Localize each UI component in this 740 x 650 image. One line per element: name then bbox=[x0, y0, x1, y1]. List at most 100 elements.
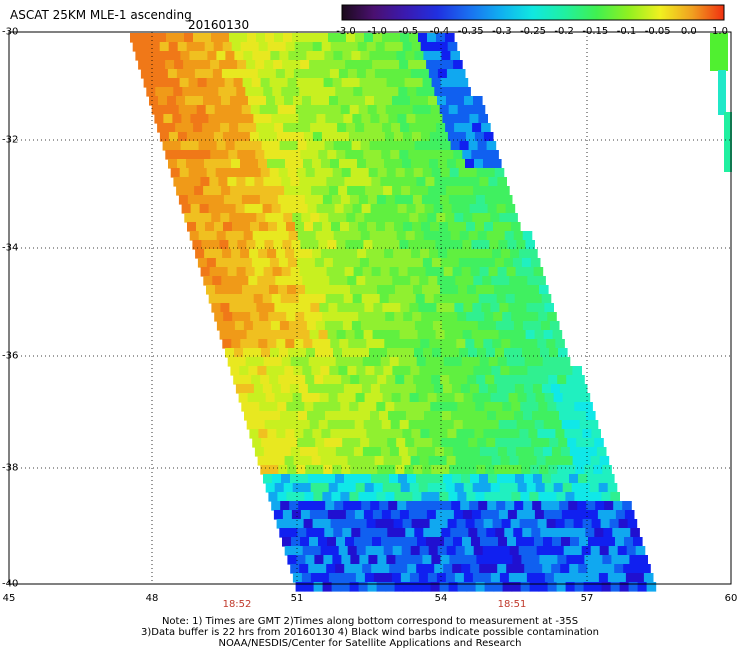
swath-cell bbox=[422, 465, 432, 475]
swath-cell bbox=[599, 546, 610, 556]
swath-cell bbox=[273, 510, 284, 520]
swath-cell bbox=[419, 456, 430, 466]
swath-cell bbox=[366, 249, 376, 259]
swath-cell bbox=[616, 573, 627, 583]
swath-cell bbox=[458, 168, 469, 178]
swath-cell bbox=[357, 159, 367, 169]
swath-cell bbox=[574, 582, 585, 592]
swath-cell bbox=[189, 51, 199, 61]
swath-cell bbox=[459, 438, 469, 448]
swath-cell bbox=[533, 447, 544, 457]
swath-cell bbox=[224, 285, 234, 295]
swath-cell bbox=[336, 510, 347, 520]
swath-cell bbox=[352, 384, 363, 394]
swath-cell bbox=[415, 384, 426, 394]
swath-cell bbox=[234, 51, 244, 61]
swath-cell bbox=[320, 546, 331, 556]
swath-cell bbox=[436, 303, 446, 313]
swath-cell bbox=[432, 438, 442, 448]
swath-cell bbox=[460, 411, 470, 421]
swath-cell bbox=[296, 555, 306, 565]
swath-cell bbox=[309, 537, 319, 547]
swath-cell bbox=[341, 555, 351, 565]
swath-cell bbox=[467, 258, 478, 268]
swath-cell bbox=[325, 204, 336, 214]
swath-cell bbox=[382, 213, 392, 223]
swath-cell bbox=[321, 159, 331, 169]
swath-cell bbox=[443, 177, 453, 187]
swath-cell bbox=[456, 249, 466, 259]
swath-cell bbox=[505, 204, 516, 214]
swath-cell bbox=[433, 384, 444, 394]
colorbar-tick-label: -1.0 bbox=[367, 26, 387, 37]
swath-cell bbox=[272, 357, 283, 367]
swath-cell bbox=[319, 573, 330, 583]
swath-cell bbox=[497, 267, 508, 277]
swath-cell bbox=[567, 528, 577, 538]
swath-cell bbox=[365, 69, 376, 79]
swath-cell bbox=[203, 96, 213, 106]
swath-cell bbox=[420, 429, 430, 439]
swath-cell bbox=[388, 384, 399, 394]
swath-cell bbox=[488, 447, 499, 457]
swath-cell bbox=[466, 105, 477, 115]
swath-cell bbox=[181, 204, 192, 214]
swath-cell bbox=[321, 429, 331, 439]
swath-cell bbox=[386, 555, 396, 565]
swath-cell bbox=[265, 33, 275, 43]
swath-cell bbox=[215, 285, 225, 295]
swath-cell bbox=[477, 348, 487, 358]
swath-cell bbox=[204, 42, 215, 52]
swath-cell bbox=[400, 303, 410, 313]
swath-cell bbox=[317, 267, 328, 277]
swath-cell bbox=[410, 546, 421, 556]
swath-cell bbox=[510, 429, 520, 439]
swath-cell bbox=[343, 204, 354, 214]
swath-cell bbox=[301, 483, 312, 493]
swath-cell bbox=[448, 105, 459, 115]
swath-cell bbox=[270, 51, 280, 61]
swath-cell bbox=[407, 564, 417, 574]
swath-cell bbox=[423, 321, 434, 331]
swath-cell bbox=[469, 294, 480, 304]
swath-cell bbox=[340, 582, 351, 592]
swath-cell bbox=[276, 159, 286, 169]
swath-cell bbox=[452, 177, 462, 187]
swath-cell bbox=[464, 366, 474, 376]
swath-cell bbox=[275, 186, 285, 196]
swath-cell bbox=[481, 213, 491, 223]
swath-cell bbox=[372, 150, 382, 160]
swath-cell bbox=[469, 501, 479, 511]
swath-cell bbox=[568, 411, 578, 421]
swath-cell bbox=[376, 582, 387, 592]
swath-cell bbox=[575, 465, 585, 475]
swath-cell bbox=[224, 258, 235, 268]
swath-cell bbox=[336, 240, 346, 250]
swath-cell bbox=[212, 186, 222, 196]
swath-cell bbox=[334, 501, 344, 511]
swath-cell bbox=[294, 159, 304, 169]
swath-cell bbox=[541, 294, 552, 304]
swath-cell bbox=[539, 465, 549, 475]
swath-cell bbox=[332, 258, 343, 268]
swath-cell bbox=[545, 546, 556, 556]
swath-cell bbox=[632, 564, 642, 574]
swath-cell bbox=[286, 312, 296, 322]
swath-cell bbox=[333, 51, 343, 61]
swath-cell bbox=[432, 141, 443, 151]
swath-cell bbox=[266, 456, 277, 466]
swath-cell bbox=[515, 357, 526, 367]
swath-cell bbox=[349, 105, 360, 115]
swath-cell bbox=[310, 303, 320, 313]
swath-cell bbox=[294, 249, 304, 259]
swath-cell bbox=[480, 510, 491, 520]
swath-cell bbox=[397, 294, 408, 304]
swath-cell bbox=[378, 438, 388, 448]
swath-cell bbox=[332, 555, 342, 565]
swath-cell bbox=[340, 195, 351, 205]
swath-cell bbox=[502, 195, 513, 205]
swath-cell bbox=[271, 294, 282, 304]
swath-cell bbox=[260, 465, 270, 475]
swath-cell bbox=[497, 357, 508, 367]
swath-cell bbox=[303, 339, 313, 349]
